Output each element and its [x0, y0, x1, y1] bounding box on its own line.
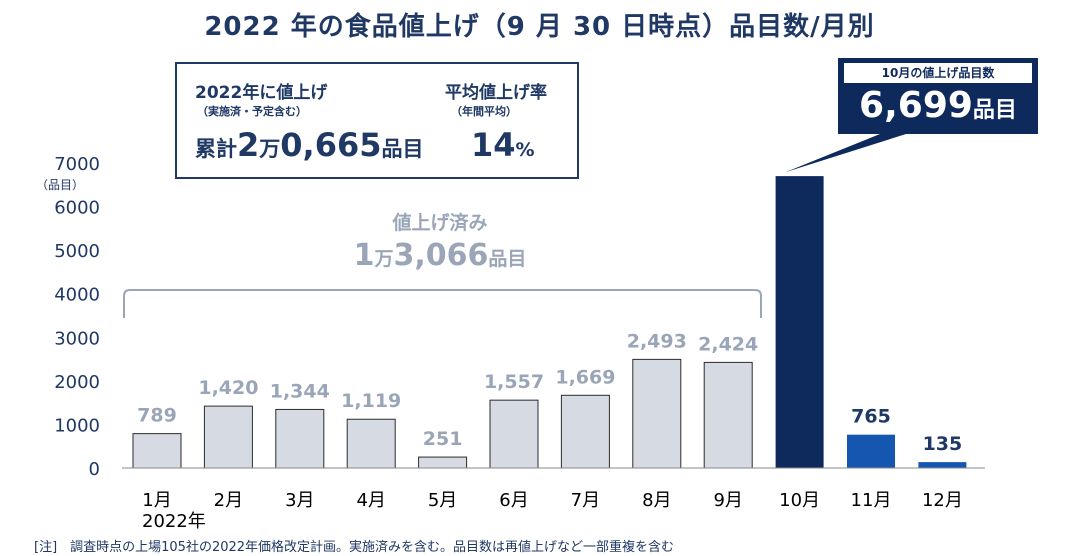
bar-6	[489, 399, 539, 469]
bar-4	[346, 418, 396, 469]
bar-2	[203, 405, 253, 469]
october-callout-value: 6,699品目	[838, 85, 1038, 126]
x-tick-label: 11月	[851, 490, 892, 511]
y-tick-label: 2000	[54, 372, 100, 393]
x-tick-label: 6月	[499, 490, 528, 511]
data-label-5: 251	[423, 428, 463, 450]
data-label-1: 789	[137, 405, 177, 427]
x-tick-label: 7月	[571, 490, 600, 511]
total-prefix: 累計	[195, 137, 237, 161]
y-tick-label: 7000	[54, 154, 100, 175]
data-label-6: 1,557	[484, 371, 544, 393]
bar-10	[775, 176, 824, 469]
y-tick-label: 6000	[54, 198, 100, 219]
rate-label: 平均値上げ率	[445, 83, 547, 103]
rate-sublabel: （年間平均）	[451, 105, 517, 118]
year-label: 2022年	[142, 511, 206, 532]
bar-1	[132, 433, 182, 469]
x-tick-label: 12月	[922, 490, 963, 511]
october-value: 6,699	[859, 85, 973, 126]
bar-3	[275, 408, 325, 469]
x-tick-label: 4月	[356, 490, 385, 511]
rate-unit: %	[515, 139, 535, 161]
data-label-7: 1,669	[555, 366, 615, 388]
bar-9	[703, 361, 753, 469]
x-tick-label: 3月	[285, 490, 314, 511]
october-unit: 品目	[972, 98, 1017, 123]
bar-12	[918, 462, 967, 468]
data-label-2: 1,420	[198, 377, 258, 399]
total-label: 2022年に値上げ	[195, 83, 328, 103]
bar-7	[560, 394, 610, 469]
y-tick-label: 5000	[54, 241, 100, 262]
data-label-8: 2,493	[627, 330, 687, 352]
y-tick-label: 0	[89, 459, 100, 480]
data-label-4: 1,119	[341, 390, 401, 412]
done-bracket-label: 値上げ済み	[392, 212, 488, 234]
footnote: [注] 調査時点の上場105社の2022年価格改定計画。実施済みを含む。品目数は…	[34, 540, 675, 555]
data-label-3: 1,344	[270, 380, 330, 402]
done-total-part2: 3,066	[393, 238, 489, 273]
total-value-part1: 2	[237, 126, 260, 164]
total-unit: 品目	[381, 137, 424, 161]
x-tick-label: 10月	[779, 490, 820, 511]
october-callout: 10月の値上げ品目数 6,699品目	[838, 58, 1038, 134]
bar-5	[418, 456, 468, 469]
done-total: 1万3,066品目	[280, 238, 600, 273]
x-tick-label: 2月	[214, 490, 243, 511]
y-tick-label: 4000	[54, 285, 100, 306]
data-label-11: 765	[851, 406, 891, 428]
done-bracket	[123, 289, 762, 318]
october-callout-header: 10月の値上げ品目数	[844, 63, 1032, 83]
data-label-9: 2,424	[698, 333, 758, 355]
y-tick-label: 1000	[54, 415, 100, 436]
total-sublabel: （実施済・予定含む）	[197, 105, 307, 118]
y-tick-label: 3000	[54, 328, 100, 349]
x-tick-label: 1月	[142, 490, 171, 511]
october-callout-pointer	[785, 134, 906, 173]
chart-title: 2022 年の食品値上げ（9 月 30 日時点）品目数/月別	[204, 12, 875, 42]
x-tick-label: 5月	[428, 490, 457, 511]
done-total-part1: 1	[353, 238, 375, 273]
average-rate: 14%	[471, 126, 535, 164]
y-axis-unit-label: （品目）	[36, 178, 84, 192]
total-man: 万	[259, 137, 281, 161]
bar-11	[847, 434, 895, 468]
done-total-man: 万	[374, 248, 394, 270]
data-label-12: 135	[923, 433, 963, 455]
x-tick-label: 8月	[642, 490, 671, 511]
bar-8	[632, 358, 682, 469]
total-value-part2: 0,665	[280, 126, 382, 164]
done-total-unit: 品目	[488, 248, 527, 270]
x-tick-label: 9月	[713, 490, 742, 511]
rate-value: 14	[471, 126, 516, 164]
annual-summary-box: 2022年に値上げ （実施済・予定含む） 累計2万0,665品目 平均値上げ率 …	[175, 62, 579, 179]
annual-total: 累計2万0,665品目	[195, 126, 423, 164]
